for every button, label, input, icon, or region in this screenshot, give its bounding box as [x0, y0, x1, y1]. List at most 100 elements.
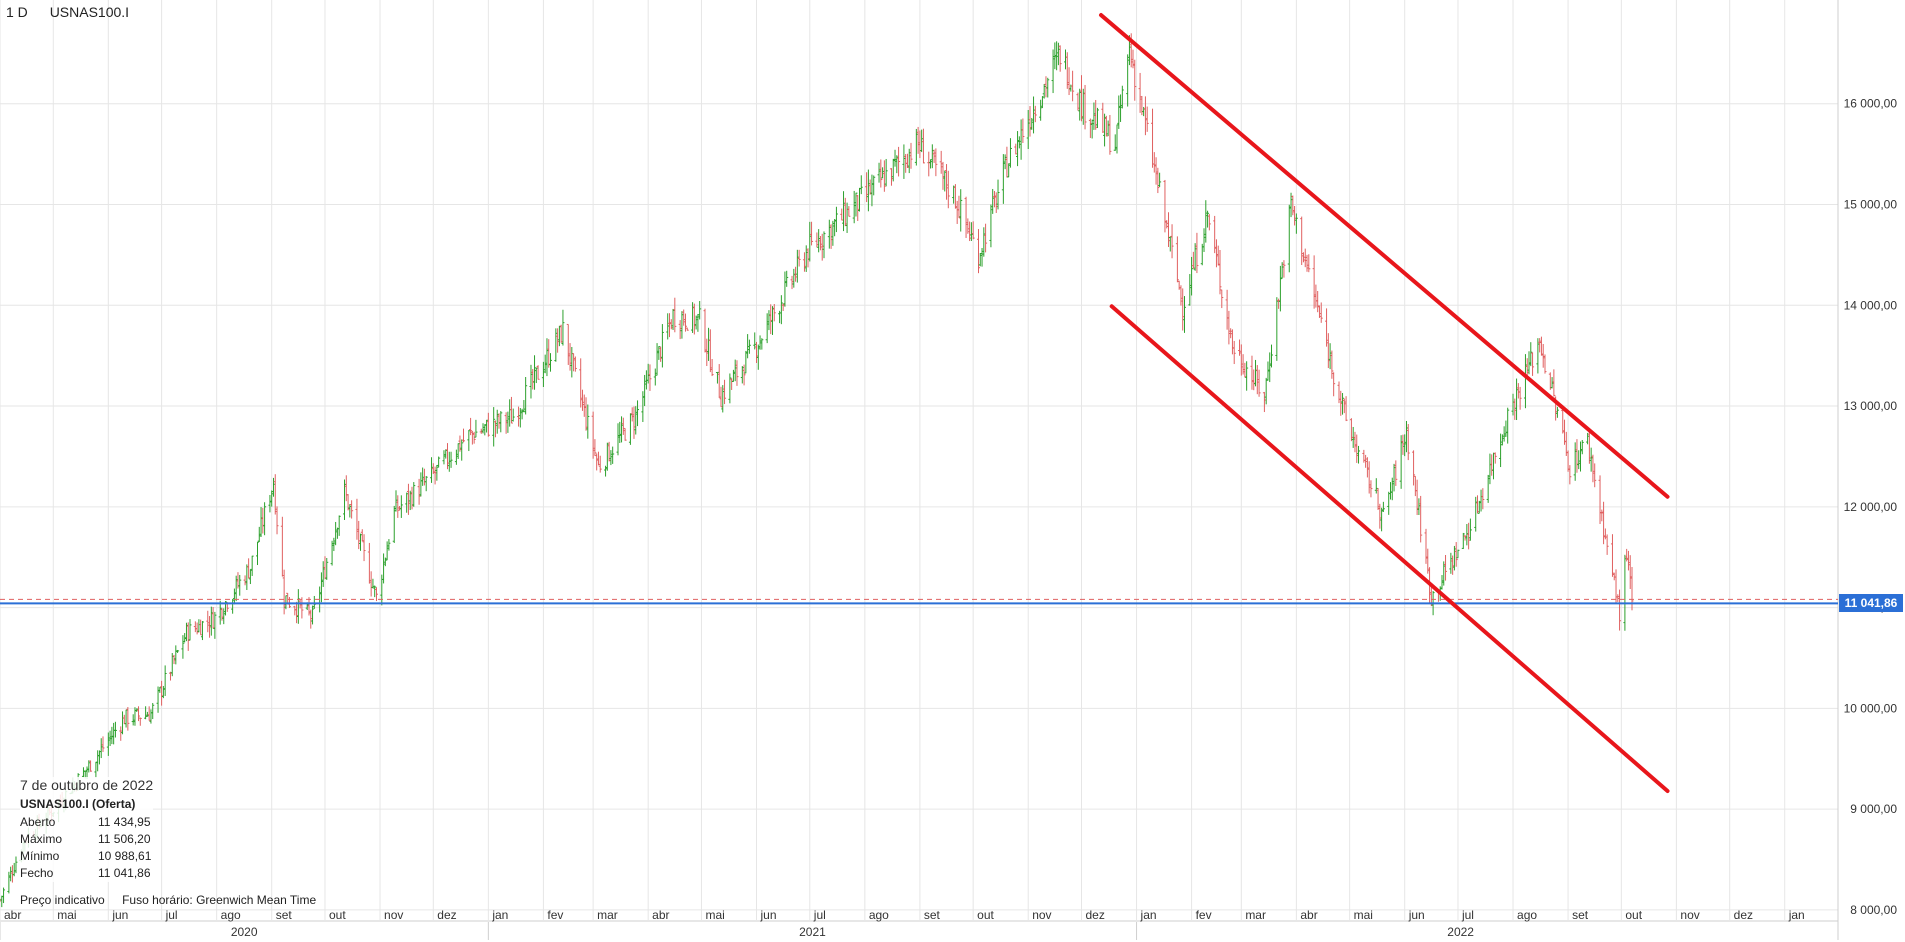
ohlc-bar — [449, 451, 453, 468]
ohlc-bar — [659, 346, 663, 362]
ohlc-bar — [1167, 212, 1171, 247]
upper-channel-line[interactable] — [1099, 13, 1670, 499]
ohlc-bar — [1399, 435, 1403, 489]
ohlc-bar — [1326, 333, 1330, 369]
x-month-label: out — [329, 908, 346, 922]
ohlc-bar — [1523, 354, 1527, 409]
lower-channel-line[interactable] — [1109, 304, 1670, 794]
ohlc-bar — [1440, 575, 1444, 590]
ohlc-bar — [295, 601, 299, 624]
ohlc-bar — [460, 439, 464, 461]
ohlc-bar — [126, 707, 130, 731]
ohlc-bar — [994, 192, 998, 213]
ohlc-row-close: Fecho 11 041,86 — [20, 865, 151, 882]
ohlc-bar — [833, 219, 837, 237]
ohlc-bar — [584, 397, 588, 431]
ohlc-bar — [760, 338, 764, 350]
ohlc-bar — [1602, 501, 1606, 545]
ohlc-bar — [145, 711, 149, 717]
ohlc-bar — [984, 223, 988, 253]
ohlc-bar — [1626, 550, 1630, 571]
ohlc-bar — [531, 368, 535, 390]
ohlc-bar — [1255, 365, 1259, 395]
ohlc-bar — [1067, 67, 1071, 96]
ohlc-bar — [1227, 310, 1231, 345]
x-month-label: dez — [1734, 908, 1753, 922]
ohlc-bar — [802, 252, 806, 272]
ohlc-bar — [408, 490, 412, 511]
ohlc-bar — [1376, 488, 1380, 510]
ohlc-bar — [989, 204, 993, 248]
ohlc-bar — [1413, 475, 1417, 497]
ohlc-bar — [355, 498, 359, 540]
x-month-label: out — [977, 908, 994, 922]
ohlc-bar — [243, 575, 247, 586]
ohlc-bar — [570, 346, 574, 378]
ohlc-bar — [1468, 518, 1472, 541]
ohlc-bar — [1401, 434, 1405, 455]
ohlc-bar — [1190, 256, 1194, 296]
x-month-label: abr — [4, 908, 21, 922]
ohlc-bar — [580, 389, 584, 411]
ohlc-bar — [964, 196, 968, 238]
trendlines[interactable] — [1099, 13, 1670, 794]
ohlc-bar — [382, 553, 386, 584]
ohlc-bar — [641, 391, 645, 422]
ohlc-bar — [930, 144, 934, 169]
ohlc-bar — [9, 866, 13, 882]
ohlc-bar — [1531, 352, 1535, 376]
ohlc-bar — [806, 248, 810, 268]
ohlc-bar — [362, 534, 366, 562]
ohlc-bar — [1541, 344, 1545, 368]
ohlc-bar — [696, 313, 700, 332]
ohlc-bar — [1325, 308, 1329, 347]
ohlc-bar — [655, 343, 659, 376]
ohlc-bar — [968, 221, 972, 242]
ohlc-bar — [419, 472, 423, 497]
ohlc-bar — [456, 443, 460, 459]
ohlc-bar — [492, 407, 496, 447]
ohlc-bar — [1529, 342, 1533, 367]
ohlc-bar — [1504, 420, 1508, 437]
ohlc-bar — [1106, 120, 1110, 137]
ohlc-bar — [1502, 426, 1506, 442]
ohlc-bar — [284, 595, 288, 610]
ohlc-bar — [604, 465, 608, 477]
ohlc-bar — [673, 297, 677, 333]
ohlc-bar — [483, 424, 487, 436]
ohlc-bar — [1353, 431, 1357, 453]
ohlc-label: Mínimo — [20, 849, 60, 863]
ohlc-bar — [669, 319, 673, 330]
ohlc-label: Aberto — [20, 815, 56, 829]
ohlc-bar — [1163, 179, 1167, 233]
ohlc-bar — [183, 633, 187, 643]
ohlc-bar — [996, 179, 1000, 210]
symbol-label[interactable]: USNAS100.I — [49, 4, 130, 20]
timezone-label: Fuso horário: Greenwich Mean Time — [122, 893, 317, 907]
ohlc-bar — [1488, 453, 1492, 485]
ohlc-bar — [969, 222, 973, 241]
ohlc-bar — [1552, 369, 1556, 397]
ohlc-bar — [442, 450, 446, 465]
ohlc-bar — [186, 622, 190, 651]
x-month-label: out — [1625, 908, 1642, 922]
ohlc-bar — [785, 270, 789, 287]
ohlc-bar — [1628, 555, 1632, 589]
timeframe-label[interactable]: 1 D — [6, 4, 28, 20]
current-price-tag: 11 041,86 — [1839, 594, 1903, 613]
ohlc-bar — [1568, 465, 1572, 485]
x-month-label: abr — [1300, 908, 1317, 922]
ohlc-bar — [350, 500, 354, 519]
ohlc-bar — [1499, 433, 1503, 468]
ohlc-bar — [543, 354, 547, 374]
ohlc-bar — [1257, 369, 1261, 397]
ohlc-bar — [424, 475, 428, 492]
ohlc-bar — [1119, 94, 1123, 122]
ohlc-bar — [1616, 594, 1620, 602]
ohlc-bar — [1550, 377, 1554, 389]
ohlc-bar — [200, 621, 204, 641]
ohlc-bar — [458, 435, 462, 452]
ohlc-bar — [1332, 372, 1336, 397]
ohlc-bar — [847, 206, 851, 217]
